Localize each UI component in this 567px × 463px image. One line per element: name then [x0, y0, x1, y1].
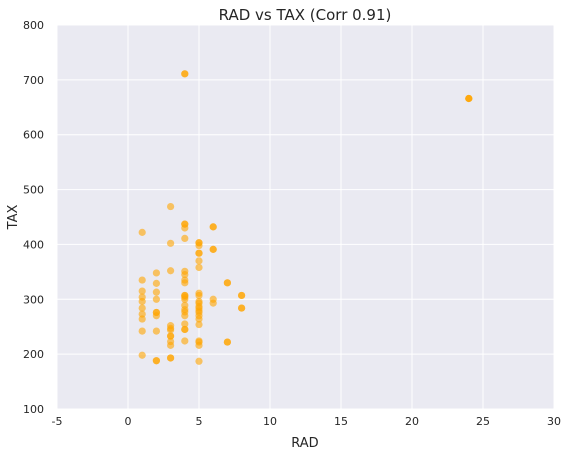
- data-point: [152, 308, 160, 317]
- y-tick-label: 100: [23, 403, 44, 416]
- data-point: [181, 291, 189, 300]
- data-point: [152, 327, 160, 335]
- y-tick-label: 700: [23, 74, 44, 87]
- data-point: [138, 304, 146, 312]
- data-point: [195, 297, 203, 306]
- data-point: [152, 295, 160, 303]
- data-point: [181, 234, 189, 242]
- data-point: [167, 239, 175, 247]
- data-point: [223, 338, 231, 346]
- data-point: [181, 276, 189, 284]
- data-point: [209, 245, 217, 253]
- data-point: [167, 202, 175, 211]
- data-point: [138, 310, 146, 318]
- data-point: [167, 322, 175, 330]
- data-point: [152, 279, 160, 287]
- data-point: [181, 220, 189, 228]
- x-tick-label: 20: [405, 415, 419, 428]
- data-point: [138, 351, 146, 359]
- data-point: [152, 357, 160, 365]
- data-point: [181, 325, 189, 334]
- data-point: [138, 315, 146, 323]
- data-point: [138, 293, 146, 301]
- data-point: [195, 249, 203, 257]
- data-point: [181, 320, 189, 328]
- data-point: [181, 301, 189, 309]
- x-tick-label: 10: [263, 415, 277, 428]
- x-tick-label: 30: [547, 415, 561, 428]
- data-point: [138, 228, 146, 236]
- data-point: [181, 70, 189, 78]
- data-point: [181, 337, 189, 345]
- data-point: [238, 304, 246, 312]
- y-tick-label: 400: [23, 238, 44, 251]
- data-point: [195, 239, 203, 247]
- data-point: [195, 289, 203, 297]
- chart-title: RAD vs TAX (Corr 0.91): [219, 6, 392, 24]
- tick-labels: -5 0 5 10 15 20 25 30 100 200 300 400 500 600 700 800: [23, 19, 561, 428]
- data-point: [223, 279, 231, 287]
- x-axis-label: RAD: [291, 436, 318, 451]
- x-tick-label: 0: [125, 415, 132, 428]
- data-point: [195, 263, 203, 272]
- x-tick-label: 15: [334, 415, 348, 428]
- data-point: [195, 257, 203, 265]
- data-point: [138, 276, 146, 284]
- data-point: [238, 291, 246, 300]
- data-point: [195, 357, 203, 365]
- y-tick-label: 500: [23, 184, 44, 197]
- data-point: [167, 354, 175, 362]
- data-point: [181, 267, 189, 275]
- data-point: [465, 94, 473, 103]
- data-point: [138, 327, 146, 335]
- data-points: [138, 70, 473, 365]
- data-point: [167, 337, 175, 346]
- y-axis-label: TAX: [6, 205, 21, 231]
- x-tick-label: 5: [196, 415, 203, 428]
- y-tick-label: 200: [23, 348, 44, 361]
- x-tick-label: 25: [476, 415, 490, 428]
- y-tick-label: 300: [23, 293, 44, 306]
- plot-area: [57, 25, 554, 409]
- data-point: [195, 320, 203, 329]
- data-point: [209, 295, 217, 303]
- y-tick-label: 800: [23, 19, 44, 32]
- data-point: [209, 223, 217, 231]
- y-tick-label: 600: [23, 129, 44, 142]
- data-point: [138, 287, 146, 295]
- data-point: [167, 332, 175, 340]
- data-point: [152, 269, 160, 277]
- data-point: [152, 288, 160, 296]
- data-point: [195, 337, 203, 345]
- data-point: [167, 267, 175, 275]
- x-tick-label: -5: [52, 415, 63, 428]
